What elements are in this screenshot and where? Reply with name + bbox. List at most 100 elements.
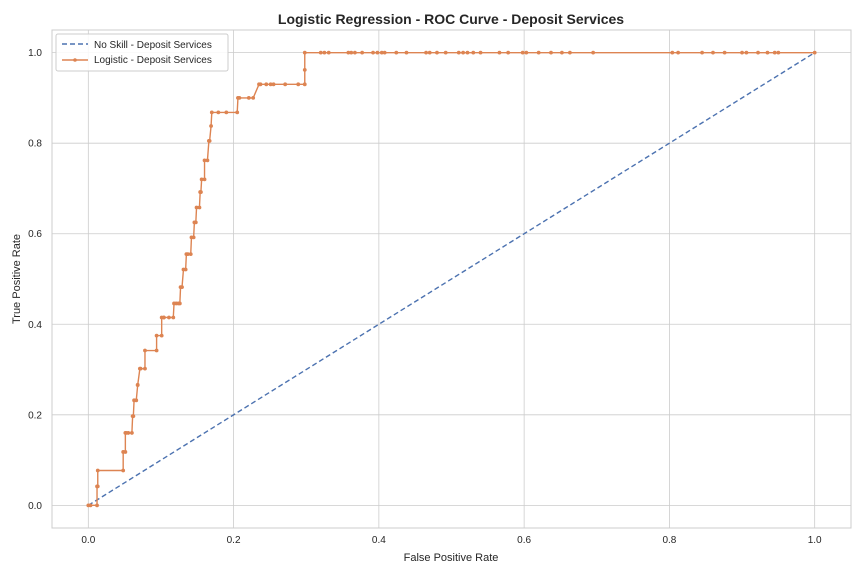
roc-point	[424, 50, 428, 55]
roc-point	[180, 285, 184, 290]
roc-point	[478, 50, 483, 55]
roc-point	[185, 252, 190, 256]
roc-point	[302, 67, 307, 72]
roc-point	[194, 205, 199, 210]
roc-point	[382, 50, 387, 55]
roc-point	[302, 82, 307, 87]
x-tick-label: 0.0	[81, 535, 95, 546]
roc-point	[121, 468, 126, 473]
roc-point	[349, 50, 354, 55]
roc-point	[138, 366, 143, 371]
roc-point	[95, 503, 99, 508]
y-tick-label: 0.8	[28, 139, 42, 150]
roc-point	[202, 158, 207, 163]
roc-point	[126, 431, 131, 435]
roc-point	[177, 301, 182, 306]
roc-point	[465, 50, 470, 55]
roc-point	[591, 50, 596, 55]
roc-point	[268, 82, 273, 87]
roc-point	[536, 50, 541, 55]
roc-point	[216, 110, 221, 115]
roc-point	[167, 315, 171, 320]
roc-point	[207, 139, 212, 143]
roc-point	[159, 333, 164, 338]
roc-point	[322, 50, 327, 55]
roc-point	[183, 267, 188, 272]
roc-point	[209, 124, 213, 128]
roc-point	[143, 366, 147, 371]
roc-point	[88, 503, 93, 508]
roc-point	[95, 484, 100, 489]
roc-point	[302, 50, 307, 55]
x-tick-label: 0.6	[517, 535, 531, 546]
roc-point	[722, 50, 727, 55]
roc-point	[123, 450, 128, 454]
roc-point	[360, 50, 365, 55]
legend-marker-logistic	[73, 58, 77, 62]
y-tick-label: 0.6	[28, 229, 42, 240]
roc-point	[237, 96, 242, 100]
roc-point	[143, 348, 147, 353]
roc-point	[258, 82, 263, 87]
roc-point	[744, 50, 749, 55]
roc-point	[394, 50, 399, 55]
roc-point	[404, 50, 409, 55]
roc-point	[375, 50, 380, 55]
roc-point	[670, 50, 675, 55]
roc-point	[506, 50, 511, 55]
roc-point	[197, 205, 202, 210]
roc-point	[209, 110, 214, 115]
roc-point	[471, 50, 476, 55]
roc-point	[549, 50, 553, 55]
legend-label-no-skill: No Skill - Deposit Services	[94, 40, 212, 51]
roc-point	[443, 50, 448, 55]
roc-point	[154, 333, 159, 338]
x-axis-ticks: 0.0 0.2 0.4 0.6 0.8 1.0	[81, 535, 822, 546]
roc-point	[765, 50, 770, 55]
roc-point	[224, 110, 229, 115]
roc-point	[296, 82, 301, 87]
x-tick-label: 0.8	[662, 535, 676, 546]
roc-point	[188, 252, 193, 256]
logistic-markers	[86, 50, 817, 508]
roc-point	[740, 50, 744, 55]
roc-point	[235, 110, 240, 115]
roc-point	[560, 50, 564, 55]
roc-point	[427, 50, 432, 55]
x-tick-label: 0.4	[372, 535, 386, 546]
roc-point	[193, 220, 198, 225]
roc-point	[199, 190, 203, 194]
y-axis-label: True Positive Rate	[11, 234, 23, 324]
roc-point	[379, 50, 384, 55]
y-axis-ticks: 0.0 0.2 0.4 0.6 0.8 1.0	[28, 48, 42, 512]
roc-point	[371, 50, 375, 55]
roc-point	[346, 50, 351, 55]
roc-point	[134, 398, 139, 403]
roc-point	[154, 348, 159, 353]
x-axis-label: False Positive Rate	[404, 552, 499, 564]
legend-label-logistic: Logistic - Deposit Services	[94, 55, 212, 66]
roc-point	[95, 468, 100, 473]
y-tick-label: 1.0	[28, 48, 42, 59]
no-skill-line	[87, 52, 816, 506]
legend: No Skill - Deposit Services Logistic - D…	[55, 33, 229, 72]
roc-point	[283, 82, 288, 87]
roc-point	[676, 50, 681, 55]
roc-point	[246, 96, 251, 100]
y-tick-label: 0.2	[28, 410, 42, 421]
roc-point	[161, 315, 166, 320]
roc-point	[497, 50, 502, 55]
roc-point	[135, 383, 140, 387]
x-tick-label: 0.2	[227, 535, 241, 546]
roc-point	[776, 50, 781, 55]
roc-point	[205, 158, 210, 163]
roc-point	[326, 50, 331, 55]
roc-point	[318, 50, 323, 55]
roc-point	[202, 177, 207, 182]
roc-point	[171, 315, 176, 320]
y-tick-label: 0.4	[28, 320, 42, 331]
roc-point	[700, 50, 704, 55]
roc-point	[461, 50, 466, 55]
roc-point	[264, 82, 269, 87]
series-layer	[86, 50, 817, 508]
